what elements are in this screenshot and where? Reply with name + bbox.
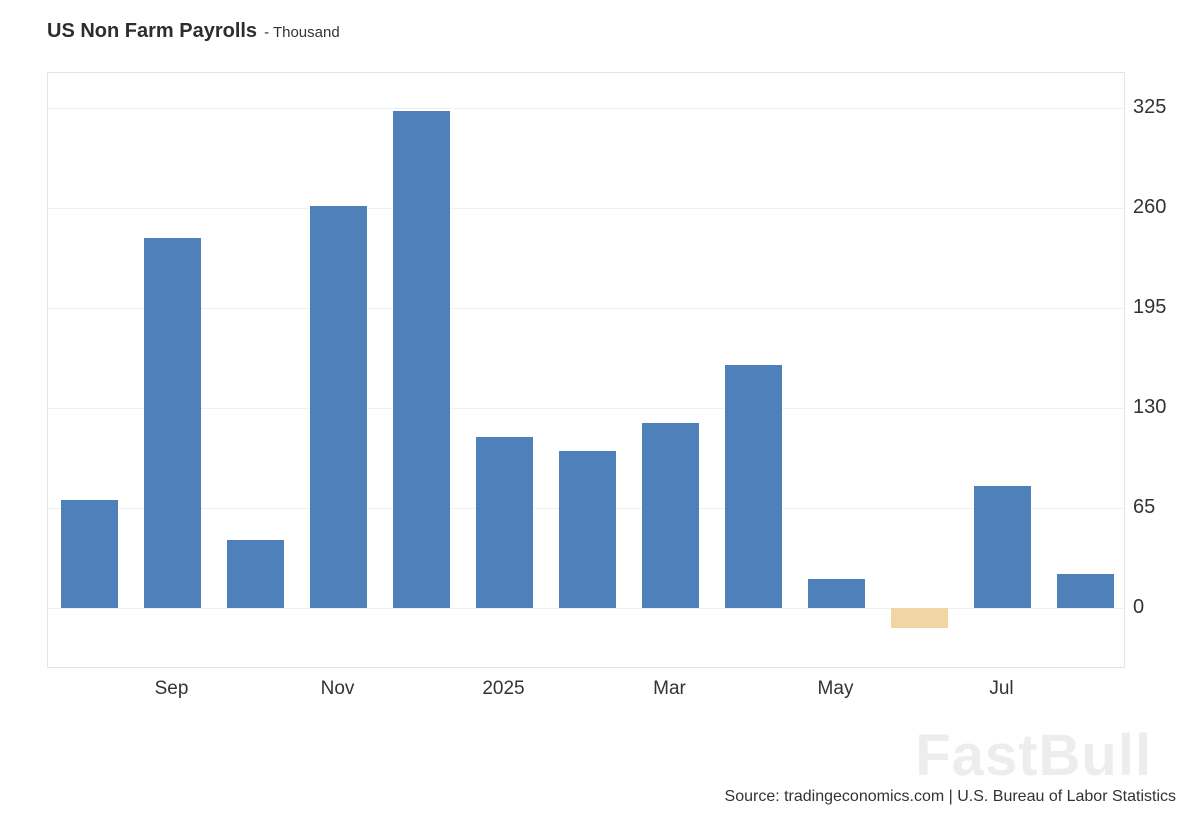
x-tick-label-2025: 2025	[482, 678, 525, 699]
chart-title-main: US Non Farm Payrolls	[47, 20, 258, 42]
source-attribution: Source: tradingeconomics.com | U.S. Bure…	[724, 788, 1176, 805]
gridline-y-260	[48, 208, 1124, 209]
bar-apr[interactable]	[725, 365, 782, 608]
bar-jul[interactable]	[974, 486, 1031, 608]
x-tick-label-mar: Mar	[653, 678, 686, 699]
x-tick-label-sep: Sep	[154, 678, 189, 699]
y-tick-label-195: 195	[1133, 296, 1167, 318]
y-tick-label-130: 130	[1133, 396, 1167, 418]
bar-nov[interactable]	[310, 206, 367, 608]
y-tick-label-0: 0	[1133, 596, 1145, 618]
bar-jan-2025[interactable]	[476, 437, 533, 608]
x-tick-label-nov: Nov	[320, 678, 355, 699]
bar-aug-2024[interactable]	[61, 500, 118, 608]
x-tick-label-jul: Jul	[989, 678, 1014, 699]
fastbull-watermark: FastBull	[915, 723, 1152, 788]
y-tick-label-325: 325	[1133, 96, 1167, 118]
y-tick-label-65: 65	[1133, 496, 1156, 518]
bar-may[interactable]	[808, 579, 865, 608]
bar-aug-2025[interactable]	[1057, 574, 1114, 608]
bar-oct[interactable]	[227, 540, 284, 608]
gridline-y-0	[48, 608, 1124, 609]
chart-title: US Non Farm Payrolls - Thousand	[47, 20, 340, 43]
chart-title-unit: - Thousand	[264, 24, 340, 41]
bar-mar[interactable]	[642, 423, 699, 608]
gridline-y-325	[48, 108, 1124, 109]
bar-dec[interactable]	[393, 111, 450, 608]
y-tick-label-260: 260	[1133, 196, 1167, 218]
y-axis: 325 260 195 130 65 0	[1133, 72, 1193, 668]
bar-feb[interactable]	[559, 451, 616, 608]
x-axis: Sep Nov 2025 Mar May Jul	[47, 678, 1125, 708]
gridline-y-195	[48, 308, 1124, 309]
plot-area	[47, 72, 1125, 668]
x-tick-label-may: May	[817, 678, 854, 699]
gridline-y-130	[48, 408, 1124, 409]
bar-sep[interactable]	[144, 238, 201, 608]
bar-jun[interactable]	[891, 608, 948, 628]
